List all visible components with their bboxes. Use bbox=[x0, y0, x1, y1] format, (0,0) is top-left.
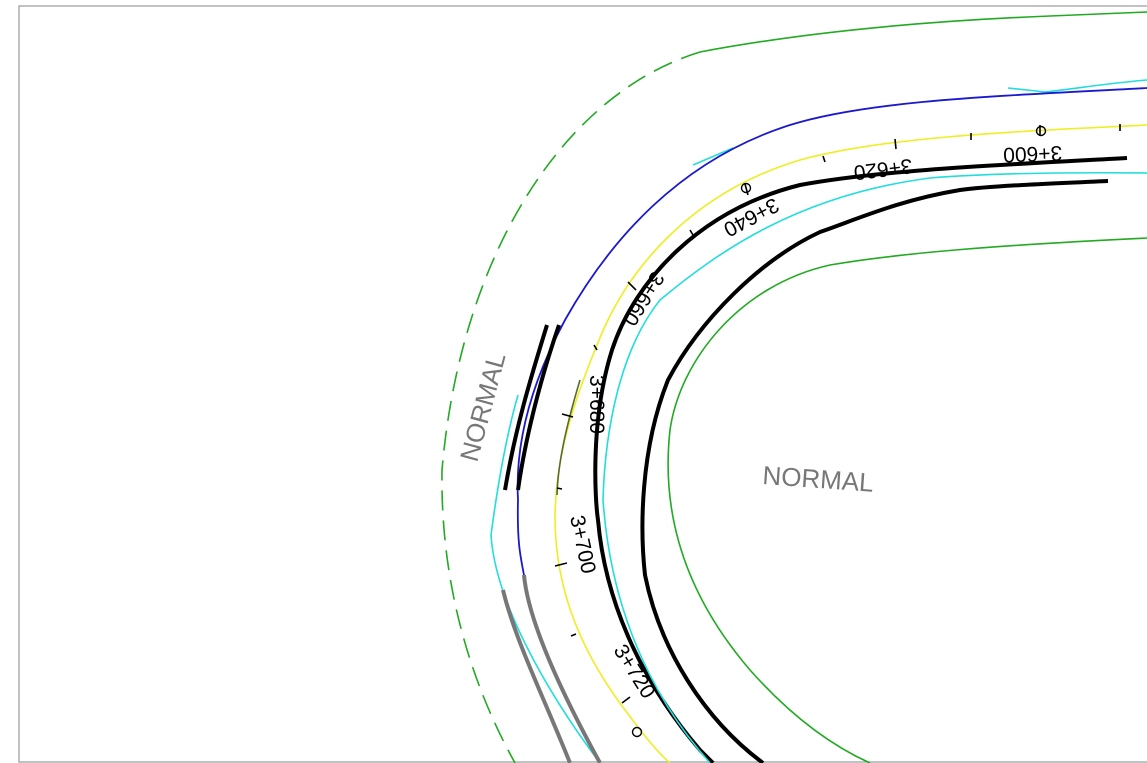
zone-label-inner: NORMAL bbox=[762, 460, 875, 498]
station-label-3600: 3+600 bbox=[1003, 141, 1063, 166]
station-markers bbox=[631, 125, 1047, 738]
pavement-edge-line bbox=[516, 87, 1147, 576]
roadway-edge-inner bbox=[640, 179, 1109, 763]
station-marker bbox=[631, 726, 643, 738]
station-label-3720: 3+720 bbox=[609, 640, 660, 702]
station-tick bbox=[621, 696, 631, 704]
station-tick bbox=[894, 138, 897, 150]
station-marker bbox=[1035, 125, 1047, 137]
station-ticks bbox=[554, 124, 1121, 704]
station-tick bbox=[744, 183, 749, 196]
station-label-3700: 3+700 bbox=[565, 513, 600, 575]
roadway-edge-outer bbox=[593, 156, 1128, 763]
station-tick bbox=[689, 229, 694, 236]
station-tick bbox=[556, 487, 563, 490]
edge-mark-a bbox=[503, 324, 549, 491]
zone-label-outer: NORMAL bbox=[454, 349, 512, 464]
station-tick bbox=[561, 413, 574, 418]
outer-offset-curve bbox=[490, 394, 601, 763]
shoulder-line-inner bbox=[501, 589, 572, 763]
centerline bbox=[554, 124, 1147, 763]
drawing-border bbox=[18, 5, 1147, 763]
shoulder-line bbox=[522, 574, 602, 763]
outer-offset-line bbox=[1007, 79, 1147, 93]
station-tick bbox=[627, 281, 637, 291]
station-label-3620: 3+620 bbox=[852, 154, 913, 184]
outer-limit-line bbox=[699, 11, 1147, 53]
centerline-segment bbox=[556, 379, 581, 496]
station-tick bbox=[554, 562, 568, 567]
outer-offset-tick bbox=[692, 147, 734, 166]
inner-limit-line bbox=[667, 237, 1147, 763]
station-label-3680: 3+680 bbox=[585, 375, 608, 434]
station-tick bbox=[822, 155, 826, 163]
station-marker bbox=[740, 182, 752, 194]
outer-limit-dashed-line bbox=[441, 51, 701, 763]
station-tick bbox=[570, 633, 577, 637]
station-tick bbox=[593, 344, 598, 351]
edge-mark-b bbox=[516, 324, 561, 491]
inner-offset-line bbox=[602, 171, 1147, 763]
